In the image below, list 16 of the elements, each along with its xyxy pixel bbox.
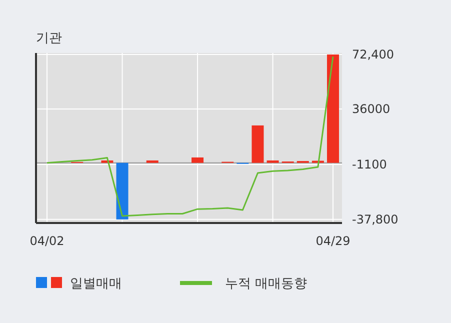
- chart-title: 기관: [36, 31, 62, 46]
- bar: [192, 157, 204, 163]
- legend-label: 일별매매: [70, 276, 122, 292]
- bar: [266, 160, 279, 163]
- bar: [252, 125, 264, 163]
- y-tick-label: 36000: [352, 102, 390, 116]
- y-tick-label: -1100: [352, 158, 387, 172]
- x-tick-label: 04/02: [30, 234, 64, 248]
- bar: [146, 160, 158, 163]
- y-tick-label: 72,400: [352, 48, 394, 62]
- x-tick-label: 04/29: [316, 234, 350, 248]
- y-tick-label: -37,800: [352, 212, 398, 227]
- bar: [327, 54, 339, 163]
- bar: [116, 162, 128, 220]
- line-series: [46, 56, 334, 217]
- legend-label: 누적 매매동향: [225, 276, 308, 292]
